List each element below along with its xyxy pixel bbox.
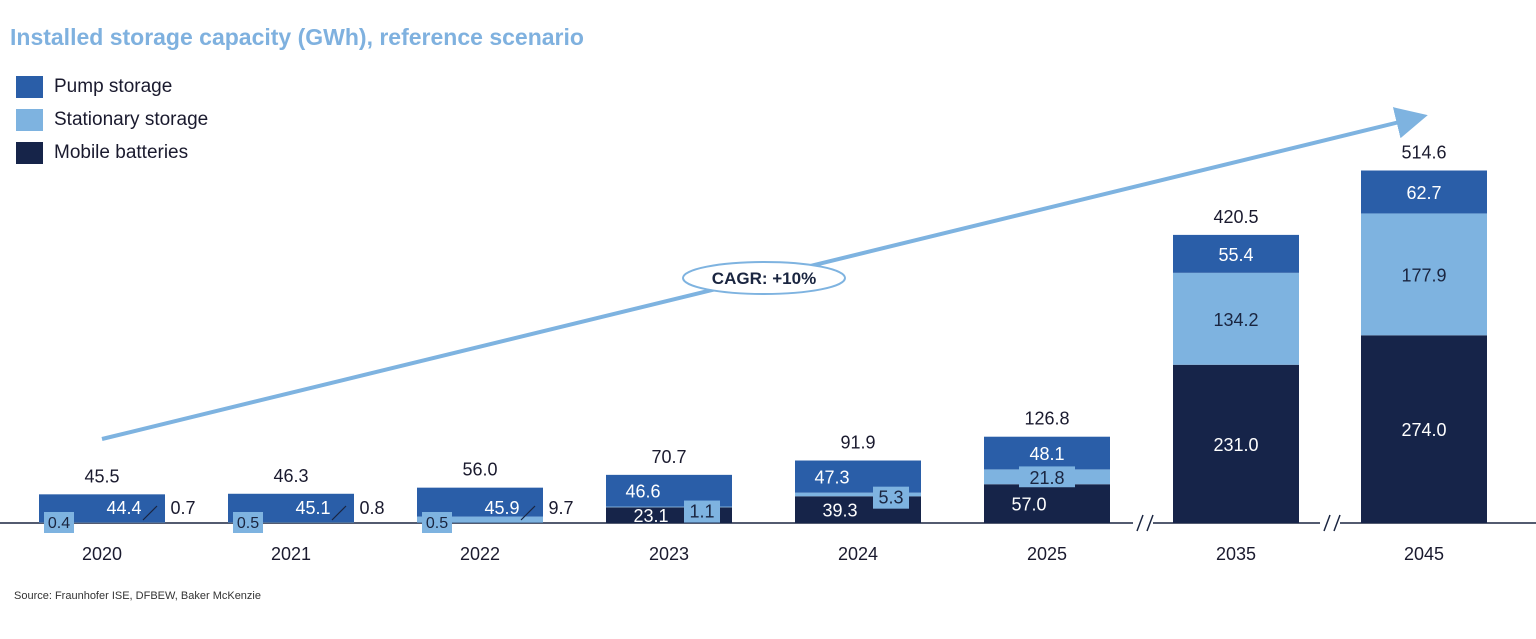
axis-break-1-b bbox=[1146, 514, 1154, 532]
bar-stationary-2021 bbox=[228, 522, 354, 523]
bar-stationary-2035 bbox=[1173, 272, 1299, 365]
cagr-badge bbox=[682, 261, 846, 295]
bar-stationary-2023 bbox=[606, 506, 732, 508]
mobile-value-2021: 0.5 bbox=[237, 515, 259, 532]
mobile-value-2023: 23.1 bbox=[633, 506, 668, 526]
pump-value-2025: 48.1 bbox=[1029, 444, 1064, 464]
x-tick-label-2025: 2025 bbox=[1027, 544, 1067, 564]
bar-pump-2025 bbox=[984, 436, 1110, 470]
stationary-value-2025: 21.8 bbox=[1029, 468, 1064, 488]
bar-stationary-2045 bbox=[1361, 213, 1487, 336]
bar-pump-2022 bbox=[417, 487, 543, 517]
stationary-value-2045: 177.9 bbox=[1401, 265, 1446, 285]
total-label-2035: 420.5 bbox=[1213, 207, 1258, 227]
legend-item-pump-storage: Pump storage bbox=[16, 70, 208, 103]
bar-mobile-2025 bbox=[984, 484, 1110, 523]
bar-stationary-2024 bbox=[795, 492, 921, 497]
stationary-value-2022: 9.7 bbox=[548, 498, 573, 518]
pump-value-2045: 62.7 bbox=[1406, 183, 1441, 203]
stationary-value-2021: 0.8 bbox=[359, 498, 384, 518]
mobile-value-2024: 39.3 bbox=[822, 501, 857, 521]
total-label-2021: 46.3 bbox=[273, 466, 308, 486]
x-tick-label-2022: 2022 bbox=[460, 544, 500, 564]
callout-box-mobile-2021 bbox=[233, 512, 263, 533]
callout-box-mobile-2020 bbox=[44, 512, 74, 533]
total-label-2025: 126.8 bbox=[1024, 409, 1069, 429]
mobile-value-2020: 0.4 bbox=[48, 515, 70, 532]
x-tick-label-2021: 2021 bbox=[271, 544, 311, 564]
legend-swatch-pump-storage bbox=[16, 75, 43, 98]
chart-title: Installed storage capacity (GWh), refere… bbox=[10, 24, 584, 50]
callout-tick-2020 bbox=[142, 505, 158, 521]
axis-break-2-a bbox=[1323, 514, 1331, 532]
mobile-value-2035: 231.0 bbox=[1213, 435, 1258, 455]
pump-value-2024: 47.3 bbox=[814, 468, 849, 488]
stationary-value-2020: 0.7 bbox=[170, 498, 195, 518]
mobile-value-2025: 57.0 bbox=[1011, 495, 1046, 515]
bar-pump-2035 bbox=[1173, 234, 1299, 273]
legend-label-stationary-storage: Stationary storage bbox=[54, 108, 209, 130]
mobile-value-2045: 274.0 bbox=[1401, 420, 1446, 440]
callout-box-stationary-2025 bbox=[1019, 466, 1075, 488]
callout-tick-2022 bbox=[520, 505, 536, 521]
pump-value-2020: 44.4 bbox=[106, 498, 141, 518]
legend: Pump storage Stationary storage Mobile b… bbox=[16, 70, 208, 169]
legend-swatch-mobile-batteries bbox=[16, 141, 43, 164]
bar-pump-2045 bbox=[1361, 170, 1487, 214]
stationary-value-2023: 1.1 bbox=[689, 502, 714, 522]
pump-value-2035: 55.4 bbox=[1218, 245, 1253, 265]
axis-break-2-b bbox=[1333, 514, 1341, 532]
stationary-value-2024: 5.3 bbox=[878, 488, 903, 508]
total-label-2023: 70.7 bbox=[651, 447, 686, 467]
callout-tick-2021 bbox=[331, 505, 347, 521]
bar-stationary-2022 bbox=[417, 516, 543, 523]
legend-item-stationary-storage: Stationary storage bbox=[16, 103, 208, 136]
pump-value-2021: 45.1 bbox=[295, 498, 330, 518]
bar-mobile-2035 bbox=[1173, 364, 1299, 523]
cagr-label: CAGR: +10% bbox=[712, 269, 816, 288]
callout-box-stationary-2023 bbox=[684, 500, 720, 523]
source-note: Source: Fraunhofer ISE, DFBEW, Baker McK… bbox=[14, 590, 261, 602]
total-label-2020: 45.5 bbox=[84, 466, 119, 486]
x-tick-label-2023: 2023 bbox=[649, 544, 689, 564]
x-tick-label-2024: 2024 bbox=[838, 544, 878, 564]
total-label-2022: 56.0 bbox=[462, 460, 497, 480]
legend-swatch-stationary-storage bbox=[16, 108, 43, 131]
pump-value-2022: 45.9 bbox=[484, 498, 519, 518]
mobile-value-2022: 0.5 bbox=[426, 515, 448, 532]
x-tick-label-2045: 2045 bbox=[1404, 544, 1444, 564]
axis-break-1-a bbox=[1136, 514, 1144, 532]
legend-label-pump-storage: Pump storage bbox=[54, 75, 173, 97]
bar-mobile-2045 bbox=[1361, 335, 1487, 523]
callout-box-stationary-2024 bbox=[873, 486, 909, 509]
stationary-value-2035: 134.2 bbox=[1213, 310, 1258, 330]
pump-value-2023: 46.6 bbox=[625, 482, 660, 502]
x-tick-label-2020: 2020 bbox=[82, 544, 122, 564]
x-tick-label-2035: 2035 bbox=[1216, 544, 1256, 564]
callout-box-mobile-2022 bbox=[422, 512, 452, 533]
legend-item-mobile-batteries: Mobile batteries bbox=[16, 136, 208, 169]
legend-label-mobile-batteries: Mobile batteries bbox=[54, 141, 189, 163]
total-label-2024: 91.9 bbox=[840, 433, 875, 453]
total-label-2045: 514.6 bbox=[1401, 142, 1446, 162]
